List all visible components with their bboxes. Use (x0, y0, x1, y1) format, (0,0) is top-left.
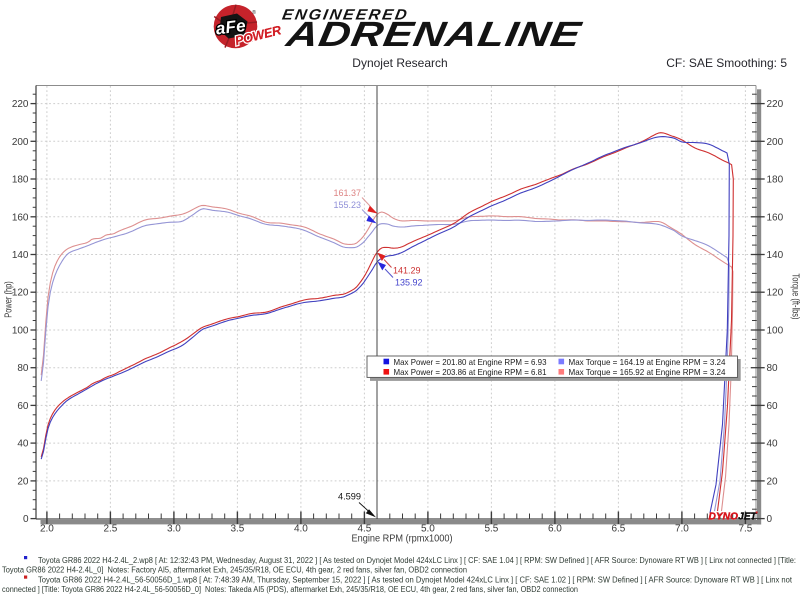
svg-text:135.92: 135.92 (395, 278, 423, 288)
svg-text:140: 140 (767, 250, 784, 261)
svg-text:6.5: 6.5 (611, 524, 625, 535)
svg-text:connected ] [Title: Toyota GR8: connected ] [Title: Toyota GR86 2022 H4-… (2, 585, 578, 594)
svg-text:140: 140 (12, 250, 29, 261)
svg-text:141.29: 141.29 (393, 266, 421, 276)
svg-text:80: 80 (17, 363, 29, 374)
svg-text:®: ® (252, 9, 256, 16)
svg-text:200: 200 (767, 137, 784, 148)
svg-text:40: 40 (17, 439, 29, 450)
svg-text:20: 20 (767, 476, 779, 487)
svg-text:Max Torque = 165.92 at Engine: Max Torque = 165.92 at Engine RPM = 3.24 (569, 367, 726, 377)
svg-text:180: 180 (767, 175, 784, 186)
svg-text:Toyota GR86 2022 H4-2.4L_0] N: Toyota GR86 2022 H4-2.4L_0] Notes: Facto… (2, 566, 467, 575)
svg-text:ADRENALINE: ADRENALINE (283, 15, 586, 54)
svg-text:5.5: 5.5 (484, 524, 498, 535)
svg-text:80: 80 (767, 363, 779, 374)
svg-text:4.0: 4.0 (294, 524, 308, 535)
svg-text:161.37: 161.37 (333, 188, 361, 198)
svg-text:200: 200 (12, 137, 29, 148)
svg-text:CF: SAE Smoothing: 5: CF: SAE Smoothing: 5 (666, 56, 787, 70)
svg-text:40: 40 (767, 439, 779, 450)
svg-text:Max Torque = 164.19 at Engine: Max Torque = 164.19 at Engine RPM = 3.24 (569, 357, 726, 367)
svg-text:60: 60 (17, 401, 29, 412)
svg-text:100: 100 (767, 326, 784, 337)
svg-text:3.0: 3.0 (167, 524, 181, 535)
svg-text:2.0: 2.0 (40, 524, 54, 535)
svg-text:20: 20 (17, 476, 29, 487)
svg-text:220: 220 (12, 99, 29, 110)
svg-text:JET: JET (738, 511, 757, 522)
svg-text:60: 60 (767, 401, 779, 412)
svg-text:Max Power = 201.80 at Engine R: Max Power = 201.80 at Engine RPM = 6.93 (394, 357, 547, 367)
svg-text:220: 220 (767, 99, 784, 110)
svg-text:Engine RPM (rpmx1000): Engine RPM (rpmx1000) (352, 534, 453, 545)
svg-text:160: 160 (767, 212, 784, 223)
svg-text:Toyota GR86 2022 H4-2.4L_56-50: Toyota GR86 2022 H4-2.4L_56-50056D_1.wp8… (38, 576, 793, 585)
svg-text:6.0: 6.0 (548, 524, 562, 535)
svg-text:180: 180 (12, 175, 29, 186)
svg-text:Torque (ft-lbs): Torque (ft-lbs) (790, 274, 800, 320)
svg-text:2.5: 2.5 (103, 524, 117, 535)
svg-text:Toyota GR86 2022 H4-2.4L_2.wp8: Toyota GR86 2022 H4-2.4L_2.wp8 [ At: 12:… (38, 556, 796, 565)
svg-text:7.5: 7.5 (738, 524, 752, 535)
svg-text:4.599: 4.599 (338, 492, 361, 502)
svg-text:DYNO: DYNO (709, 511, 739, 522)
svg-text:100: 100 (12, 326, 29, 337)
svg-text:Max Power = 203.86 at Engine R: Max Power = 203.86 at Engine RPM = 6.81 (394, 367, 547, 377)
svg-text:155.23: 155.23 (333, 200, 361, 210)
svg-text:Power (hp): Power (hp) (4, 281, 15, 318)
svg-text:3.5: 3.5 (230, 524, 244, 535)
svg-text:7.0: 7.0 (675, 524, 689, 535)
svg-text:Dynojet Research: Dynojet Research (352, 56, 447, 70)
svg-text:0: 0 (767, 514, 773, 525)
svg-text:0: 0 (23, 514, 29, 525)
svg-text:120: 120 (767, 288, 784, 299)
svg-text:160: 160 (12, 212, 29, 223)
